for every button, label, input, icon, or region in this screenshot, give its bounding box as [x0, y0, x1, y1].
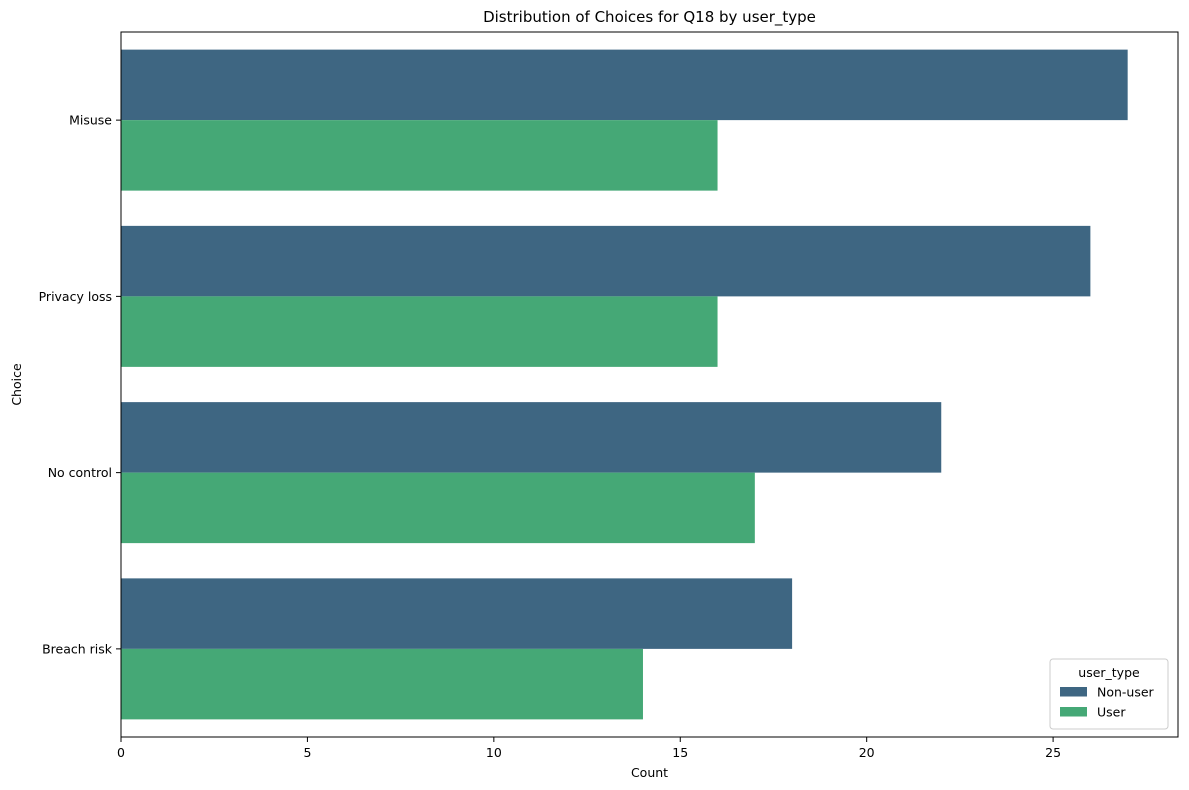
x-tick-label: 0 — [117, 745, 125, 760]
y-tick-label: Breach risk — [42, 641, 113, 656]
chart-title: Distribution of Choices for Q18 by user_… — [483, 8, 816, 27]
bar-breach-risk-user — [121, 648, 643, 720]
legend: user_type Non-user User — [1049, 658, 1169, 730]
y-axis-label: Choice — [9, 363, 24, 406]
legend-label-non-user: Non-user — [1097, 685, 1155, 700]
legend-swatch-non-user — [1060, 687, 1087, 697]
x-tick-label: 10 — [486, 745, 502, 760]
bar-no-control-non-user — [121, 402, 942, 473]
bar-breach-risk-non-user — [121, 578, 793, 649]
legend-title: user_type — [1078, 665, 1140, 680]
x-tick-label: 15 — [672, 745, 688, 760]
bar-misuse-non-user — [121, 49, 1128, 121]
legend-label-user: User — [1097, 705, 1126, 720]
x-tick-label: 20 — [859, 745, 875, 760]
x-axis-label: Count — [631, 765, 668, 780]
y-tick-label: No control — [48, 465, 112, 480]
legend-swatch-user — [1060, 707, 1087, 717]
bar-privacy-loss-non-user — [121, 225, 1091, 297]
plot-frame — [120, 31, 1179, 738]
x-tick-label: 25 — [1045, 745, 1061, 760]
bar-misuse-user — [121, 120, 718, 191]
ticks-group: Misuse Privacy loss No control Breach risk 0… — [39, 113, 1061, 760]
bar-privacy-loss-user — [121, 296, 718, 367]
x-tick-label: 5 — [303, 745, 311, 760]
y-tick-label: Privacy loss — [39, 289, 112, 304]
bar-no-control-user — [121, 472, 755, 544]
axes-group — [120, 31, 1179, 738]
bars-group — [121, 49, 1128, 720]
y-tick-label: Misuse — [69, 113, 112, 128]
